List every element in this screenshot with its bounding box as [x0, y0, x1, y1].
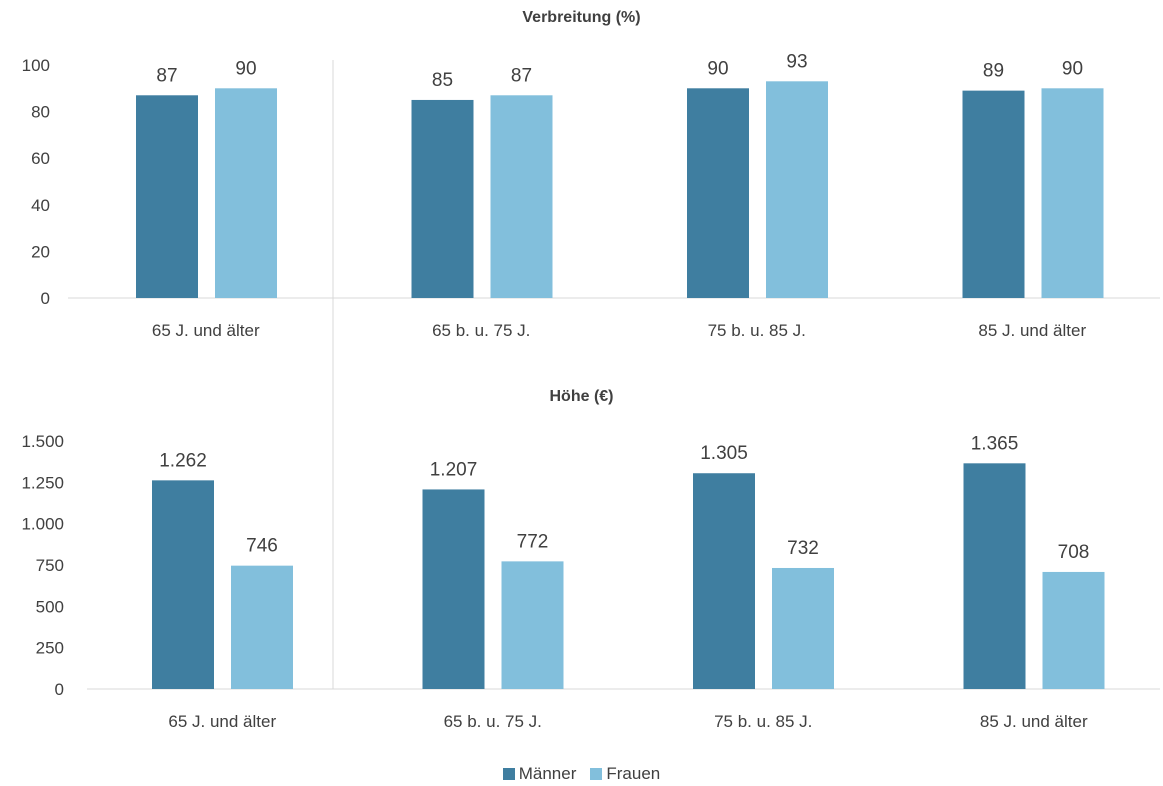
chart-legend: Männer Frauen	[0, 762, 1163, 786]
panel2-data-label-frauen-75-b-u-85-j: 732	[787, 538, 819, 559]
legend-item-maenner: Männer	[502, 764, 577, 784]
panel1-data-label-frauen-85-j-und-aelter: 90	[1062, 58, 1083, 79]
panel2-ytick-label: 1.250	[21, 473, 64, 492]
legend-item-frauen: Frauen	[590, 764, 660, 784]
panel1-data-label-maenner-65-j-und-aelter: 87	[156, 65, 177, 86]
panel2-ytick-label: 1.500	[21, 432, 64, 451]
panel2-title: Höhe (€)	[550, 388, 614, 405]
panel2-bar-frauen-65-j-und-aelter	[231, 565, 293, 689]
panel1-title: Verbreitung (%)	[522, 9, 640, 26]
panel1-bar-maenner-85-j-und-aelter	[962, 90, 1025, 298]
panel1-category-label-65-j-und-aelter: 65 J. und älter	[152, 321, 260, 340]
panel1-data-label-frauen-65-j-und-aelter: 90	[235, 58, 256, 79]
panel1-bar-maenner-65-b-u-75-j	[411, 99, 474, 298]
panel2-ytick-label: 250	[36, 639, 64, 658]
panel2-ytick-label: 1.000	[21, 515, 64, 534]
panel2-data-label-maenner-65-b-u-75-j: 1.207	[430, 459, 478, 480]
legend-swatch-maenner	[502, 768, 515, 780]
panel2-category-label-65-j-und-aelter: 65 J. und älter	[168, 712, 276, 731]
panel2-data-label-maenner-65-j-und-aelter: 1.262	[159, 450, 207, 471]
panel1-bar-frauen-75-b-u-85-j	[766, 81, 828, 298]
chart-canvas: Verbreitung (%) 0 20 40 60 80 100 87 90 65 J. und…	[21, 9, 1160, 731]
panel2-ytick-label: 500	[36, 597, 64, 616]
panel1-ytick-label: 80	[31, 103, 50, 122]
panel1-ytick-label: 20	[31, 242, 50, 261]
panel2-bar-frauen-65-b-u-75-j	[501, 561, 564, 689]
panel1-bar-frauen-65-j-und-aelter	[215, 88, 277, 298]
panel2-ytick-label: 0	[55, 680, 64, 699]
panel2-bar-frauen-85-j-und-aelter	[1042, 571, 1105, 689]
panel2-data-label-maenner-75-b-u-85-j: 1.305	[700, 443, 748, 464]
panel2-bar-maenner-65-b-u-75-j	[422, 489, 485, 689]
panel1-bar-maenner-75-b-u-85-j	[687, 88, 749, 298]
panel1-ytick-label: 60	[31, 149, 50, 168]
legend-swatch-frauen	[590, 768, 603, 780]
panel1-category-label-75-b-u-85-j: 75 b. u. 85 J.	[708, 321, 806, 340]
panel1-category-label-85-j-und-aelter: 85 J. und älter	[978, 321, 1086, 340]
panel1-bar-frauen-85-j-und-aelter	[1041, 88, 1104, 298]
panel1-bar-maenner-65-j-und-aelter	[136, 95, 198, 298]
panel2-bar-frauen-75-b-u-85-j	[772, 567, 834, 689]
panel2-data-label-maenner-85-j-und-aelter: 1.365	[971, 433, 1019, 454]
panel2-category-label-85-j-und-aelter: 85 J. und älter	[980, 712, 1088, 731]
panel1-ytick-label: 0	[41, 289, 50, 308]
panel1-data-label-maenner-75-b-u-85-j: 90	[707, 58, 728, 79]
panel1-ytick-label: 40	[31, 196, 50, 215]
panel1-data-label-frauen-65-b-u-75-j: 87	[511, 65, 532, 86]
legend-label-maenner: Männer	[518, 764, 577, 783]
panel1-ytick-label: 100	[22, 56, 50, 75]
panel2-data-label-frauen-85-j-und-aelter: 708	[1058, 542, 1090, 563]
panel1-data-label-maenner-85-j-und-aelter: 89	[983, 61, 1004, 82]
panel2-bar-maenner-65-j-und-aelter	[152, 480, 214, 689]
panel2-bar-maenner-75-b-u-85-j	[693, 473, 755, 689]
panel2-data-label-frauen-65-j-und-aelter: 746	[246, 536, 278, 557]
legend-label-frauen: Frauen	[606, 764, 661, 783]
panel2-data-label-frauen-65-b-u-75-j: 772	[517, 531, 549, 552]
panel1-data-label-maenner-65-b-u-75-j: 85	[432, 70, 453, 91]
panel1-data-label-frauen-75-b-u-85-j: 93	[786, 51, 807, 72]
panel1-bar-frauen-65-b-u-75-j	[490, 95, 553, 298]
panel2-category-label-65-b-u-75-j: 65 b. u. 75 J.	[444, 712, 542, 731]
panel1-category-label-65-b-u-75-j: 65 b. u. 75 J.	[432, 321, 530, 340]
panel2-bar-maenner-85-j-und-aelter	[963, 463, 1026, 689]
panel2-ytick-label: 750	[36, 556, 64, 575]
panel2-category-label-75-b-u-85-j: 75 b. u. 85 J.	[714, 712, 812, 731]
